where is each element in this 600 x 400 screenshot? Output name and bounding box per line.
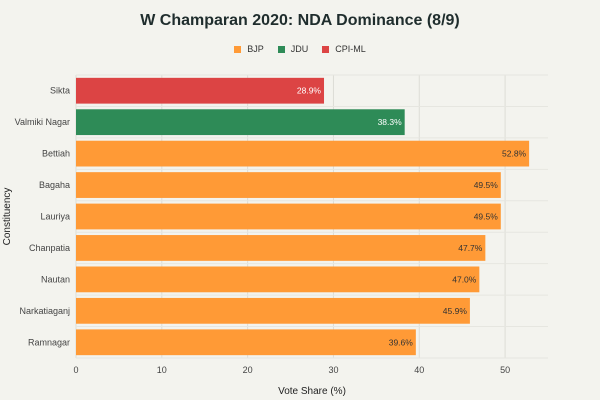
bar-value-label: 47.7% — [458, 243, 483, 253]
y-tick-labels: Sikta Valmiki Nagar Bettiah Bagaha Lauriya Ch… — [15, 86, 70, 348]
bar-ramnagar[interactable] — [76, 329, 416, 356]
bar-narkatiaganj[interactable] — [76, 297, 470, 324]
y-tick-label: Narkatiaganj — [19, 306, 70, 316]
bar-bagaha[interactable] — [76, 172, 501, 198]
x-tick-label: 10 — [157, 365, 167, 375]
x-tick-label: 20 — [243, 365, 253, 375]
legend-item-bjp[interactable]: BJP — [234, 44, 264, 54]
x-tick-label: 40 — [414, 365, 424, 375]
x-tick-label: 30 — [328, 365, 338, 375]
x-tick-label: 0 — [73, 365, 78, 375]
y-axis-label: Constituency — [2, 188, 13, 246]
bar-nautan[interactable] — [76, 266, 480, 293]
y-tick-label: Chanpatia — [29, 243, 70, 253]
x-axis-label: Vote Share (%) — [278, 386, 346, 397]
chart-legend: BJP JDU CPI-ML — [0, 44, 600, 54]
x-tick-labels: 0 10 20 30 40 50 — [73, 365, 510, 375]
y-tick-label: Nautan — [41, 274, 70, 284]
bar-value-label: 38.3% — [378, 117, 403, 127]
legend-swatch-bjp — [234, 45, 242, 53]
legend-swatch-jdu — [277, 45, 285, 53]
x-tick-label: 50 — [500, 365, 510, 375]
legend-label-bjp: BJP — [247, 44, 264, 54]
bar-value-label: 49.5% — [474, 212, 499, 222]
bar-value-label: 45.9% — [443, 306, 468, 316]
bar-bettiah[interactable] — [76, 140, 530, 167]
bar-valmiki-nagar[interactable] — [76, 109, 405, 136]
y-tick-label: Bagaha — [39, 180, 70, 190]
y-tick-label: Ramnagar — [28, 337, 70, 347]
legend-swatch-cpi-ml — [322, 45, 330, 53]
legend-item-cpi-ml[interactable]: CPI-ML — [322, 44, 366, 54]
legend-item-jdu[interactable]: JDU — [277, 44, 309, 54]
bars-group: 28.9% 38.3% 52.8% 49.5% 49.5% 47.7% 47.0% 45.9%… — [76, 77, 530, 356]
bar-value-label: 28.9% — [297, 86, 322, 96]
bar-chanpatia[interactable] — [76, 235, 486, 261]
legend-label-jdu: JDU — [290, 44, 309, 54]
bar-value-label: 47.0% — [452, 274, 477, 284]
y-tick-label: Valmiki Nagar — [15, 117, 70, 127]
bar-value-label: 52.8% — [502, 149, 527, 159]
chart-title: W Champaran 2020: NDA Dominance (8/9) — [140, 12, 460, 29]
bar-sikta[interactable] — [76, 77, 325, 104]
bar-lauriya[interactable] — [76, 203, 501, 230]
legend-label-cpi-ml: CPI-ML — [335, 44, 366, 54]
y-tick-label: Lauriya — [40, 212, 70, 222]
y-tick-label: Bettiah — [42, 149, 70, 159]
bar-value-label: 39.6% — [389, 337, 414, 347]
bar-value-label: 49.5% — [474, 180, 499, 190]
y-tick-label: Sikta — [50, 86, 70, 96]
